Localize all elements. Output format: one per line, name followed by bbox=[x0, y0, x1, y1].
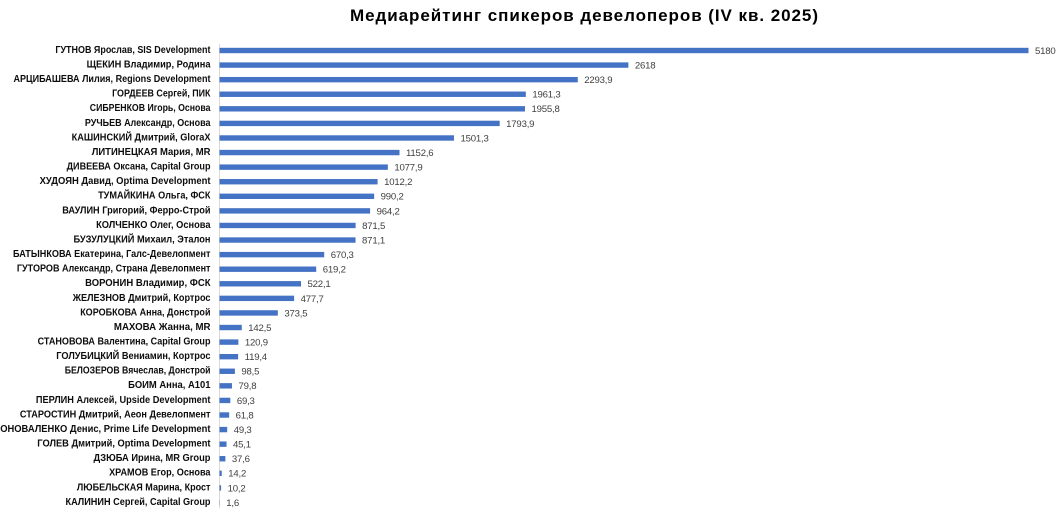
svg-text:Медиарейтинг спикеров девелопе: Медиарейтинг спикеров девелоперов (IV кв… bbox=[350, 6, 818, 25]
svg-text:БАТЫНКОВА Екатерина, Галс-Деве: БАТЫНКОВА Екатерина, Галс-Девелопмент bbox=[13, 249, 211, 260]
svg-text:1,6: 1,6 bbox=[226, 498, 239, 508]
svg-text:871,1: 871,1 bbox=[362, 235, 385, 246]
svg-text:2618: 2618 bbox=[635, 60, 656, 71]
svg-text:БУЗУЛУЦКИЙ Михаил, Эталон: БУЗУЛУЦКИЙ Михаил, Эталон bbox=[74, 232, 211, 245]
svg-text:120,9: 120,9 bbox=[245, 338, 268, 349]
svg-text:ХРАМОВ Егор, Основа: ХРАМОВ Егор, Основа bbox=[109, 468, 211, 479]
svg-text:ГОЛУБИЦКИЙ Вениамин, Кортрос: ГОЛУБИЦКИЙ Вениамин, Кортрос bbox=[56, 349, 211, 362]
svg-text:БОИМ Анна, А101: БОИМ Анна, А101 bbox=[128, 380, 211, 391]
svg-text:ГУТНОВ Ярослав, SIS Developmen: ГУТНОВ Ярослав, SIS Development bbox=[55, 45, 211, 56]
svg-text:ЛИТИНЕЦКАЯ Мария, MR: ЛИТИНЕЦКАЯ Мария, MR bbox=[92, 147, 212, 158]
svg-text:ВОРОНИН Владимир, ФСК: ВОРОНИН Владимир, ФСК bbox=[85, 278, 211, 289]
svg-text:КОНОВАЛЕНКО Денис, Prime Life: КОНОВАЛЕНКО Денис, Prime Life Developmen… bbox=[0, 424, 211, 435]
svg-text:964,2: 964,2 bbox=[377, 206, 400, 217]
svg-text:1077,9: 1077,9 bbox=[394, 163, 422, 174]
svg-text:ВАУЛИН Григорий, Ферро-Строй: ВАУЛИН Григорий, Ферро-Строй bbox=[62, 205, 210, 216]
svg-text:ХУДОЯН Давид, Optima Developme: ХУДОЯН Давид, Optima Development bbox=[40, 176, 212, 187]
svg-text:871,5: 871,5 bbox=[362, 221, 385, 232]
svg-text:КАШИНСКИЙ Дмитрий, GloraX: КАШИНСКИЙ Дмитрий, GloraX bbox=[72, 130, 211, 143]
svg-text:522,1: 522,1 bbox=[308, 279, 331, 290]
svg-text:37,6: 37,6 bbox=[232, 454, 250, 465]
svg-text:61,8: 61,8 bbox=[236, 410, 254, 421]
svg-text:ГУТОРОВ Александр, Страна Деве: ГУТОРОВ Александр, Страна Девелопмент bbox=[17, 264, 211, 275]
svg-text:ДЗЮБА Ирина, MR Group: ДЗЮБА Ирина, MR Group bbox=[94, 453, 211, 464]
svg-text:КОРОБКОВА Анна, Донстрой: КОРОБКОВА Анна, Донстрой bbox=[80, 307, 210, 318]
svg-text:119,4: 119,4 bbox=[245, 352, 268, 363]
svg-text:ГОРДЕЕВ Сергей, ПИК: ГОРДЕЕВ Сергей, ПИК bbox=[112, 89, 211, 100]
svg-text:79,8: 79,8 bbox=[238, 381, 256, 392]
svg-text:14,2: 14,2 bbox=[228, 469, 246, 480]
svg-text:1961,3: 1961,3 bbox=[532, 90, 560, 101]
svg-text:ЩЕКИН Владимир, Родина: ЩЕКИН Владимир, Родина bbox=[87, 59, 211, 70]
svg-text:1152,6: 1152,6 bbox=[406, 148, 433, 159]
svg-text:98,5: 98,5 bbox=[241, 367, 259, 378]
svg-text:2293,9: 2293,9 bbox=[584, 75, 612, 86]
svg-text:РУЧЬЕВ Александр, Основа: РУЧЬЕВ Александр, Основа bbox=[85, 118, 211, 129]
svg-text:990,2: 990,2 bbox=[381, 192, 404, 203]
svg-text:ГОЛЕВ Дмитрий, Optima Developm: ГОЛЕВ Дмитрий, Optima Development bbox=[37, 439, 211, 450]
svg-text:1501,3: 1501,3 bbox=[460, 133, 488, 144]
svg-text:СТАНОВОВА Валентина, Capital G: СТАНОВОВА Валентина, Capital Group bbox=[38, 337, 211, 348]
svg-text:ТУМАЙКИНА Ольга, ФСК: ТУМАЙКИНА Ольга, ФСК bbox=[98, 189, 211, 202]
svg-text:1012,2: 1012,2 bbox=[384, 177, 412, 188]
svg-text:СИБРЕНКОВ Игорь, Основа: СИБРЕНКОВ Игорь, Основа bbox=[90, 103, 211, 114]
svg-text:49,3: 49,3 bbox=[234, 425, 252, 436]
svg-text:142,5: 142,5 bbox=[248, 323, 271, 334]
svg-text:69,3: 69,3 bbox=[237, 396, 255, 407]
svg-text:1793,9: 1793,9 bbox=[506, 119, 534, 130]
svg-text:10,2: 10,2 bbox=[228, 483, 246, 494]
svg-text:АРЦИБАШЕВА Лилия, Regions Deve: АРЦИБАШЕВА Лилия, Regions Development bbox=[14, 74, 212, 85]
svg-text:КОЛЧЕНКО Олег, Основа: КОЛЧЕНКО Олег, Основа bbox=[96, 220, 211, 231]
svg-text:ЛЮБЕЛЬСКАЯ Марина, Крост: ЛЮБЕЛЬСКАЯ Марина, Крост bbox=[77, 482, 211, 493]
svg-text:477,7: 477,7 bbox=[301, 294, 324, 305]
svg-text:373,5: 373,5 bbox=[284, 308, 307, 319]
svg-text:619,2: 619,2 bbox=[323, 265, 346, 276]
svg-text:МАХОВА Жанна, MR: МАХОВА Жанна, MR bbox=[114, 322, 211, 333]
svg-text:СТАРОСТИН Дмитрий, Аеон Девело: СТАРОСТИН Дмитрий, Аеон Девелопмент bbox=[20, 409, 211, 420]
svg-text:ПЕРЛИН Алексей, Upside Develop: ПЕРЛИН Алексей, Upside Development bbox=[36, 395, 211, 406]
svg-text:КАЛИНИН Сергей, Capital Group: КАЛИНИН Сергей, Capital Group bbox=[66, 497, 211, 508]
svg-text:45,1: 45,1 bbox=[233, 440, 251, 451]
svg-text:670,3: 670,3 bbox=[331, 250, 354, 261]
svg-text:БЕЛОЗЕРОВ Вячеслав, Донстрой: БЕЛОЗЕРОВ Вячеслав, Донстрой bbox=[65, 366, 211, 377]
svg-text:1955,8: 1955,8 bbox=[531, 104, 559, 115]
svg-text:ДИВЕЕВА Оксана, Capital Group: ДИВЕЕВА Оксана, Capital Group bbox=[67, 162, 211, 173]
svg-text:ЖЕЛЕЗНОВ Дмитрий, Кортрос: ЖЕЛЕЗНОВ Дмитрий, Кортрос bbox=[72, 293, 211, 304]
svg-text:5180: 5180 bbox=[1035, 46, 1056, 57]
